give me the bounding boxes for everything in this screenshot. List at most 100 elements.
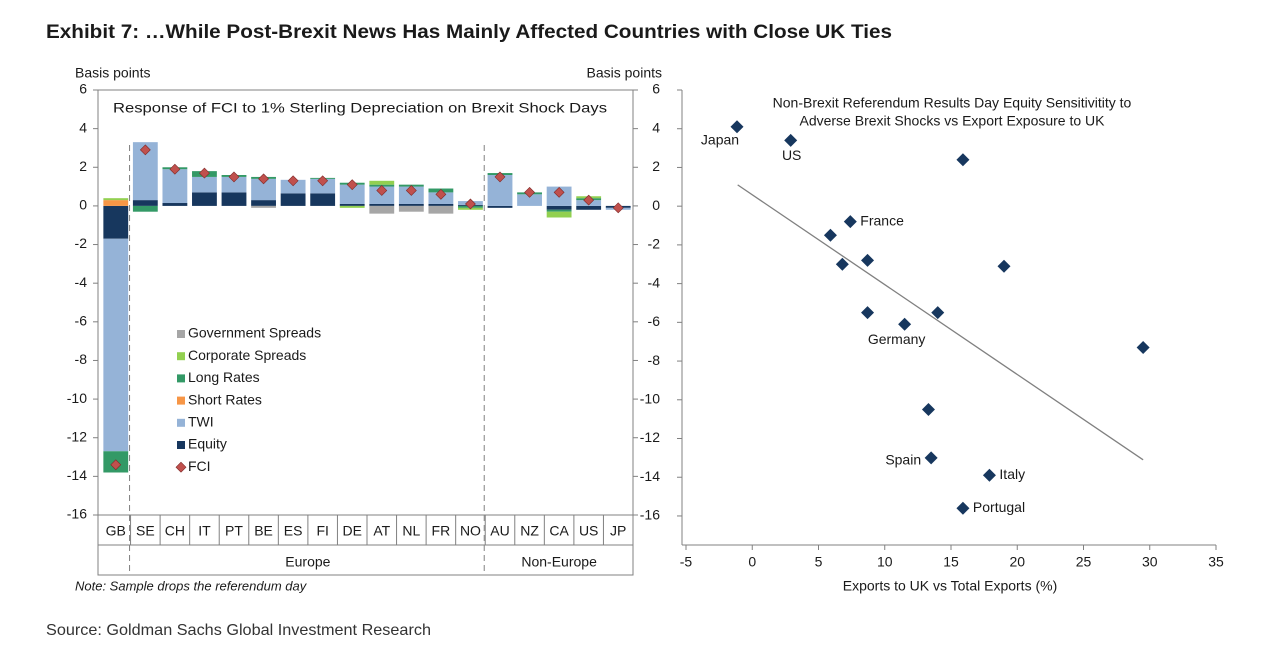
bar-segment bbox=[280, 193, 306, 206]
y-tick-label: -16 bbox=[67, 506, 87, 522]
x-tick-label: 20 bbox=[1009, 554, 1025, 570]
x-tick-label: FI bbox=[316, 523, 328, 539]
note: Note: Sample drops the referendum day bbox=[75, 578, 308, 593]
trendline bbox=[737, 184, 1144, 461]
x-tick-label: 0 bbox=[748, 554, 756, 570]
bar-segment bbox=[487, 205, 513, 208]
x-tick-label: IT bbox=[198, 523, 211, 539]
marker bbox=[228, 171, 240, 183]
legend-swatch bbox=[177, 352, 185, 361]
marker bbox=[494, 171, 506, 183]
legend-swatch bbox=[177, 374, 185, 383]
bar-segment bbox=[546, 205, 572, 210]
bar-segment bbox=[280, 179, 306, 194]
bar-segment bbox=[221, 176, 247, 193]
legend-label: Government Spreads bbox=[188, 325, 321, 341]
y-tick-label: -2 bbox=[75, 235, 88, 251]
point bbox=[861, 306, 875, 320]
y-tick-label: -16 bbox=[640, 507, 660, 523]
point-label: France bbox=[860, 212, 904, 228]
point-label: Italy bbox=[999, 466, 1025, 482]
y-tick-label: -10 bbox=[640, 390, 660, 406]
chart-title: Response of FCI to 1% Sterling Depreciat… bbox=[113, 100, 607, 116]
bar-segment bbox=[251, 178, 276, 201]
bar-segment bbox=[546, 211, 572, 218]
x-tick-label: FR bbox=[432, 523, 451, 539]
bar-segment bbox=[369, 205, 395, 214]
y-tick-label: 4 bbox=[652, 119, 660, 135]
marker bbox=[435, 188, 447, 200]
y-tick-label: -12 bbox=[640, 429, 660, 445]
chart-title: Adverse Brexit Shocks vs Export Exposure… bbox=[799, 113, 1105, 129]
point bbox=[924, 451, 938, 465]
x-tick-label: US bbox=[579, 523, 598, 539]
source: Source: Goldman Sachs Global Investment … bbox=[46, 622, 431, 639]
y-tick-label: -6 bbox=[75, 313, 88, 329]
x-tick-label: ES bbox=[284, 523, 303, 539]
bar-segment bbox=[251, 205, 276, 208]
marker bbox=[612, 202, 624, 214]
marker bbox=[287, 175, 299, 187]
bar-segment bbox=[132, 200, 158, 206]
marker bbox=[169, 163, 181, 175]
y-axis-label: Basis points bbox=[75, 65, 150, 81]
bar-segment bbox=[398, 203, 424, 206]
legend-label: Long Rates bbox=[188, 369, 260, 385]
marker bbox=[553, 186, 565, 198]
bar-segment bbox=[339, 203, 365, 206]
bar-segment bbox=[339, 205, 365, 208]
point bbox=[997, 259, 1011, 273]
x-tick-label: PT bbox=[225, 523, 243, 539]
x-tick-label: 30 bbox=[1142, 554, 1158, 570]
y-tick-label: -8 bbox=[75, 351, 88, 367]
y-axis-label: Basis points bbox=[587, 65, 662, 81]
marker bbox=[465, 198, 476, 210]
y-tick-label: -14 bbox=[640, 468, 660, 484]
marker bbox=[110, 459, 122, 471]
bar-segment bbox=[132, 205, 158, 212]
bar-segment bbox=[103, 205, 129, 239]
bar-segment bbox=[251, 200, 276, 206]
x-tick-label: 25 bbox=[1076, 554, 1092, 570]
y-tick-label: 0 bbox=[652, 197, 660, 213]
y-tick-label: 4 bbox=[79, 119, 87, 135]
bar-segment bbox=[546, 209, 572, 212]
marker bbox=[199, 167, 210, 179]
marker bbox=[139, 144, 151, 156]
bar-segment bbox=[339, 184, 365, 204]
point bbox=[823, 228, 837, 242]
bar-segment bbox=[221, 192, 247, 206]
marker bbox=[583, 194, 595, 206]
x-tick-label: NZ bbox=[520, 523, 539, 539]
x-tick-label: AT bbox=[373, 523, 390, 539]
y-tick-label: -2 bbox=[648, 236, 661, 252]
y-tick-label: 6 bbox=[79, 81, 87, 97]
x-tick-label: CA bbox=[549, 523, 569, 539]
bar-segment bbox=[428, 205, 454, 214]
x-tick-label: -5 bbox=[680, 554, 693, 570]
marker bbox=[346, 179, 358, 191]
y-tick-label: -12 bbox=[67, 428, 87, 444]
y-tick-label: -4 bbox=[75, 274, 88, 290]
bar-segment bbox=[162, 169, 188, 204]
bar-segment bbox=[310, 193, 336, 206]
x-tick-label: AU bbox=[490, 523, 509, 539]
point-label: Portugal bbox=[973, 499, 1025, 515]
bar-segment bbox=[103, 198, 129, 201]
x-tick-label: 10 bbox=[877, 554, 893, 570]
legend-label: Equity bbox=[188, 436, 227, 452]
page-title: Exhibit 7: …While Post-Brexit News Has M… bbox=[46, 22, 892, 43]
marker bbox=[405, 185, 417, 196]
point-label: US bbox=[782, 147, 801, 163]
legend-label: Corporate Spreads bbox=[188, 347, 306, 363]
x-tick-label: SE bbox=[136, 523, 155, 539]
point-label: Germany bbox=[868, 331, 926, 347]
plot-frame bbox=[97, 89, 634, 576]
legend-swatch bbox=[177, 396, 185, 405]
y-tick-label: -8 bbox=[648, 352, 661, 368]
x-axis-label: Exports to UK vs Total Exports (%) bbox=[843, 578, 1057, 594]
x-tick-label: CH bbox=[165, 523, 185, 539]
bar-segment bbox=[428, 203, 454, 206]
bar-segment bbox=[369, 180, 395, 185]
